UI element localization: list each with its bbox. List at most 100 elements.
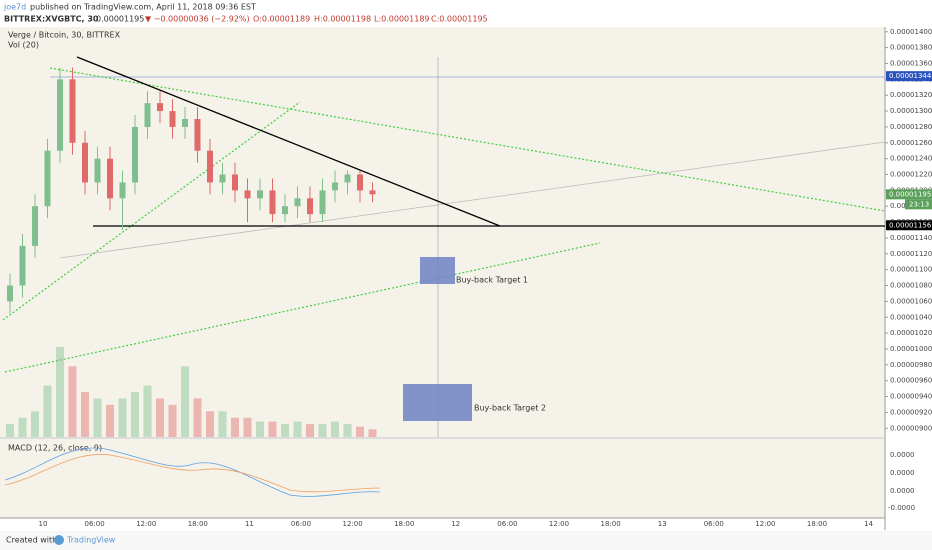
y-tick-label: 0.00001120 [890,250,932,258]
macd-line [4,447,381,497]
volume-bar [68,366,77,437]
candle-body [7,285,13,302]
volume-bar [218,411,227,437]
drawings [2,56,886,497]
volume-bar [231,417,239,437]
y-tick-label: 0.00000940 [890,393,932,401]
x-tick-label: 12:00 [136,520,156,528]
x-tick-label: 18:00 [601,520,621,528]
legend-title: Verge / Bitcoin, 30, BITTREX [8,31,121,40]
trend-line [2,101,301,321]
x-tick-label: 11 [245,520,254,528]
x-tick-label: 12:00 [549,520,569,528]
volume-bar [306,424,314,437]
volume-bar [331,421,339,437]
volume-bar [93,398,102,437]
signal-line [4,454,381,493]
candle-body [344,174,351,183]
candle-body [82,142,88,183]
y-tick-label: 0.00001240 [890,155,932,163]
x-tick-label: 18:00 [188,520,208,528]
volume-bar [206,411,214,437]
change: ▼ −0.00000036 (−2.92%) [145,15,250,24]
y-tick-label: 0.00001060 [890,297,932,305]
candle-body [94,158,101,183]
y-tick-label: 0.00001020 [890,329,932,337]
y-tick-label: 0.00000980 [890,361,932,369]
candle-body [194,118,201,151]
open: O:0.00001189 [253,15,310,24]
price-tag [886,189,932,200]
macd-label: MACD (12, 26, close, 9) [8,444,102,453]
volume-bar [18,417,27,437]
x-tick-label: 06:00 [291,520,311,528]
volume-bar [318,424,327,437]
volume-bar [268,421,277,437]
volume-bar [56,347,64,437]
candle-body [307,198,313,215]
main-pane [0,27,885,437]
macd-tick: 0.0000 [890,451,915,459]
candle-body [319,190,326,215]
price-tag-label: 0.00001344 [889,72,932,80]
volume-bar [106,404,114,437]
candle-body [332,182,338,191]
x-tick-label: 12 [451,520,460,528]
y-tick-label: 0.00001360 [890,59,932,67]
y-tick-label: 0.00000960 [890,377,932,385]
target-box [403,384,472,421]
y-tick-label: 0.00001080 [890,282,932,290]
annotation: Buy-back Target 2 [474,404,546,413]
price-axis [885,27,932,518]
trend-line [59,141,886,259]
volume-bar [43,385,52,437]
y-tick-label: 0.00000900 [890,424,932,432]
candle-body [282,206,288,215]
volume-bar [131,392,139,437]
candle-body [169,111,176,127]
candle-body [69,79,76,143]
y-tick-label: 0.00001040 [890,313,932,321]
candle-body [119,182,126,199]
macd-pane [0,439,885,518]
volume-bar [368,429,377,437]
volume-bar [6,424,14,437]
candle-body [19,245,26,286]
macd-tick: -0.0000 [888,504,915,512]
candle-body [269,190,276,215]
annotation: Buy-back Target 1 [456,276,528,285]
x-tick-label: 06:00 [85,520,105,528]
high: H:0.00001198 [314,15,371,24]
published: published on TradingView.com, April 11, … [30,3,256,12]
y-tick-label: 0.00001300 [890,107,932,115]
trend-line [76,56,501,227]
x-tick-label: 12:00 [343,520,363,528]
volume-bar [243,417,252,437]
y-tick-label: 0.00001100 [890,266,932,274]
candle-body [107,158,113,199]
candle-body [369,190,376,195]
price-tag [886,220,932,231]
volume-bar [281,424,289,437]
candle-body [44,150,51,207]
y-tick-label: 0.00001280 [890,123,932,131]
price-tag [886,71,932,82]
candle-body [32,206,38,246]
candle-body [207,150,213,183]
countdown: 23:13 [909,200,929,208]
logo [54,535,64,545]
y-tick-label: 0.00001380 [890,44,932,52]
candle-body [157,103,163,112]
y-tick-label: 0.00001000 [890,345,932,353]
candle-body [294,198,301,207]
price-tag-label: 0.00001195 [889,190,931,198]
volume-bar [343,424,352,437]
volume-bar [81,392,89,437]
macd-tick: 0.0000 [890,469,915,477]
volume-bar [143,385,152,437]
volume-bar [168,404,177,437]
y-tick-label: 0.00001140 [890,234,932,242]
candle-body [232,174,238,191]
